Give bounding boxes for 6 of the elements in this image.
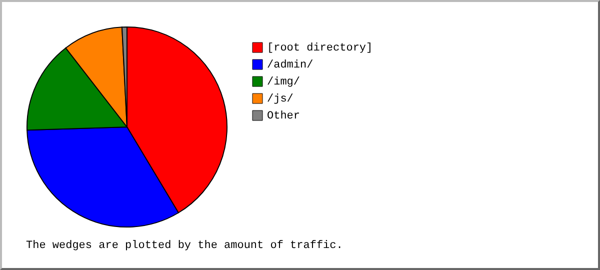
legend-label: /img/: [267, 76, 300, 88]
legend-label: /js/: [267, 94, 294, 106]
legend-label: Other: [267, 110, 300, 122]
text: The wedges are plotted by the amount of traffic.: [26, 240, 343, 252]
legend-label: [root directory]: [267, 42, 373, 54]
legend-label: /admin/: [267, 60, 314, 72]
